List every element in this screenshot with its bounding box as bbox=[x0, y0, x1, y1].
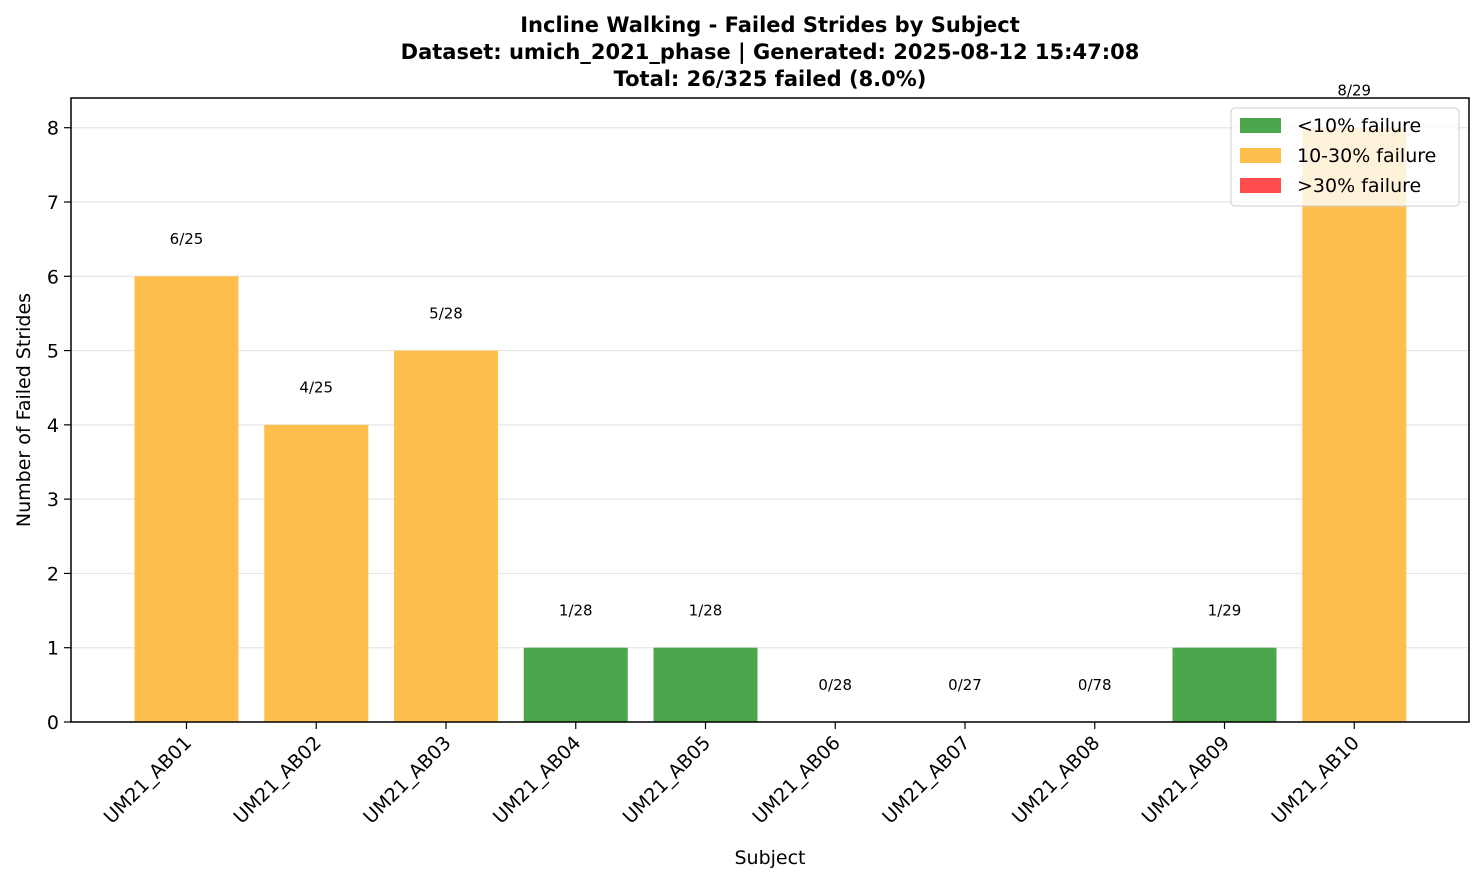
y-tick-label: 5 bbox=[47, 341, 59, 363]
bar-um21-ab05 bbox=[653, 647, 758, 722]
chart-title: Incline Walking - Failed Strides by Subj… bbox=[401, 13, 1140, 91]
bars bbox=[134, 127, 1407, 722]
chart-title-line-1: Incline Walking - Failed Strides by Subj… bbox=[520, 13, 1020, 37]
legend: <10% failure 10-30% failure >30% failure bbox=[1230, 107, 1460, 207]
y-tick-label: 3 bbox=[47, 489, 59, 511]
bar-value-label: 0/28 bbox=[818, 676, 852, 694]
bar-value-label: 0/78 bbox=[1078, 676, 1112, 694]
legend-label-high: >30% failure bbox=[1297, 175, 1421, 197]
bar-um21-ab01 bbox=[134, 276, 239, 722]
bar-value-labels: 6/25 4/25 5/28 1/28 1/28 0/28 0/27 0/78 1/29 8/29 bbox=[170, 82, 1371, 694]
legend-swatch-low bbox=[1240, 118, 1281, 133]
y-axis-label: Number of Failed Strides bbox=[13, 293, 35, 527]
bar-value-label: 0/27 bbox=[948, 676, 982, 694]
bar-um21-ab03 bbox=[394, 350, 498, 722]
bar-um21-ab02 bbox=[264, 424, 369, 722]
bar-value-label: 8/29 bbox=[1337, 82, 1371, 100]
x-axis-label: Subject bbox=[734, 847, 805, 869]
legend-swatch-high bbox=[1240, 178, 1281, 193]
bar-um21-ab10 bbox=[1302, 127, 1407, 722]
y-tick-label: 4 bbox=[47, 415, 59, 437]
bar-value-label: 1/29 bbox=[1208, 602, 1242, 620]
bar-um21-ab04 bbox=[523, 647, 628, 722]
legend-label-mid: 10-30% failure bbox=[1297, 145, 1436, 167]
y-tick-label: 0 bbox=[47, 712, 59, 734]
y-tick-label: 8 bbox=[47, 118, 59, 140]
y-tick-label: 1 bbox=[47, 638, 59, 660]
chart-title-line-2: Dataset: umich_2021_phase | Generated: 2… bbox=[401, 40, 1140, 65]
bar-value-label: 4/25 bbox=[299, 379, 333, 397]
legend-box bbox=[1230, 107, 1460, 207]
bar-value-label: 1/28 bbox=[689, 602, 723, 620]
bar-value-label: 5/28 bbox=[429, 304, 463, 322]
y-tick-label: 2 bbox=[47, 563, 59, 585]
legend-label-low: <10% failure bbox=[1297, 115, 1421, 137]
chart-title-line-3: Total: 26/325 failed (8.0%) bbox=[614, 67, 927, 91]
y-tick-label: 6 bbox=[47, 266, 59, 288]
plot-frame bbox=[70, 97, 1470, 723]
bar-value-label: 6/25 bbox=[170, 230, 204, 248]
bar-um21-ab09 bbox=[1172, 647, 1277, 722]
legend-swatch-mid bbox=[1240, 148, 1281, 163]
y-axis-ticks: 0 1 2 3 4 5 6 7 8 bbox=[47, 118, 71, 734]
bar-value-label: 1/28 bbox=[559, 602, 593, 620]
y-tick-label: 7 bbox=[47, 192, 59, 214]
